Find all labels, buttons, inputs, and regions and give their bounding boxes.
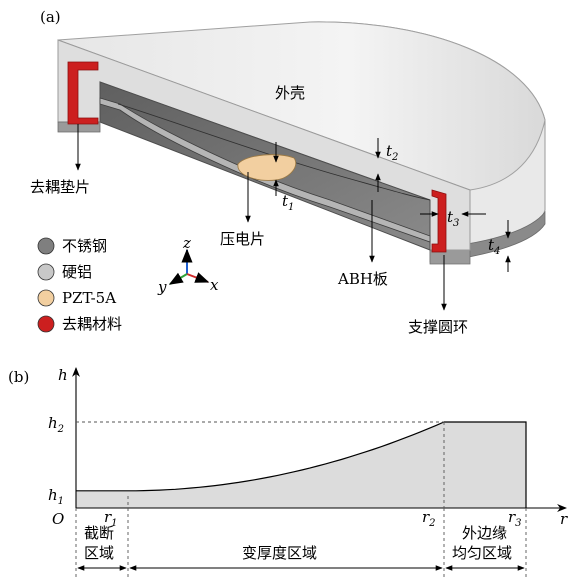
x-axis-label: x [210, 276, 219, 294]
legend-item: 硬铝 [37, 263, 92, 281]
x-axis-arrow [186, 272, 210, 283]
origin-label: O [52, 510, 64, 528]
panel-b-label: (b) [8, 368, 29, 386]
dim-t1: t1 [282, 192, 294, 213]
thickness-profile-curve [76, 421, 527, 508]
shell-top-surface [57, 21, 546, 191]
decoupling-pad-label: 去耦垫片 [30, 178, 90, 196]
thickness-profile-fill [76, 422, 526, 508]
legend-label: 去耦材料 [62, 315, 122, 333]
piezo-patch [237, 154, 297, 181]
dim-t4: t4 [488, 236, 500, 257]
panel-b: (b) h r O h2 h1 r1 r2 r3 截断 区域 变厚度区域 外边缘… [8, 366, 568, 578]
legend-swatch [37, 237, 55, 255]
region-truncation-line2: 区域 [84, 544, 114, 562]
h-axis-label: h [58, 366, 68, 384]
legend-label: 不锈钢 [62, 237, 107, 255]
region-variable-label: 变厚度区域 [242, 544, 317, 562]
r2-tick-label: r2 [422, 508, 436, 529]
support-ring-label: 支撑圆环 [408, 318, 468, 336]
r3-tick-label: r3 [508, 508, 522, 529]
legend-label: PZT-5A [62, 289, 116, 307]
panel-a-label: (a) [40, 8, 61, 26]
dim-t2: t2 [386, 142, 398, 163]
abh-plate-curve [117, 103, 431, 201]
region-uniform-line2: 均匀区域 [452, 544, 512, 562]
legend-label: 硬铝 [62, 263, 92, 281]
abh-plate-label: ABH板 [337, 270, 388, 288]
y-axis-label: y [157, 278, 167, 296]
region-truncation-line1: 截断 [84, 524, 114, 542]
h1-tick-label: h1 [48, 486, 64, 507]
z-axis-label: z [182, 234, 191, 252]
abh-plate-section [99, 97, 431, 243]
legend-swatch [37, 289, 55, 307]
legend-item: 去耦材料 [37, 315, 122, 333]
dim-t3: t3 [447, 208, 459, 229]
piezo-label: 压电片 [220, 230, 265, 248]
decoupling-pad-right [431, 189, 447, 253]
legend-item: 不锈钢 [37, 237, 107, 255]
region-uniform-line1: 外边缘 [462, 524, 507, 542]
y-axis-arrow [168, 272, 188, 285]
r1-tick-label: r1 [104, 508, 118, 529]
legend-item: PZT-5A [37, 289, 116, 307]
shell-label: 外壳 [275, 84, 305, 102]
r-axis-label: r [560, 510, 568, 528]
legend-swatch [37, 315, 55, 333]
h2-tick-label: h2 [48, 414, 64, 435]
legend-swatch [37, 263, 55, 281]
material-legend: 不锈钢 硬铝 PZT-5A 去耦材料 [37, 237, 122, 333]
coordinate-triad: z x y [157, 234, 219, 296]
panel-a: (a) 外壳 去耦垫片 压电片 ABH板 支撑圆环 [30, 8, 546, 336]
